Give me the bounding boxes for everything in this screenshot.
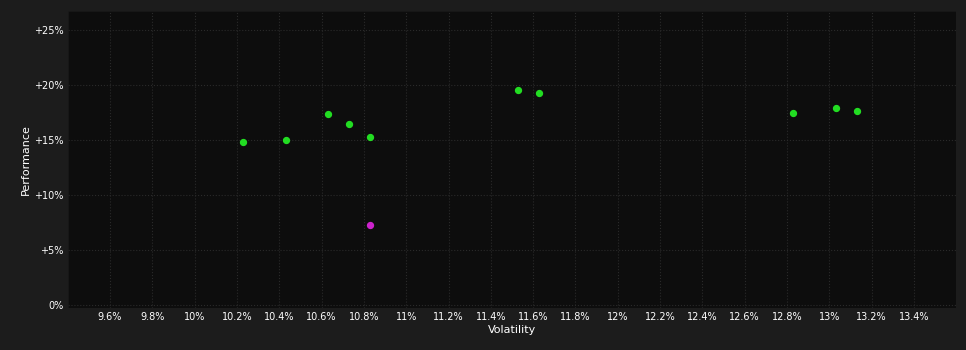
Point (278, 137, 294, 143)
Point (236, 139, 251, 145)
Point (341, 121, 356, 126)
Point (320, 111, 335, 117)
X-axis label: Volatility: Volatility (488, 325, 536, 335)
Point (511, 87, 526, 92)
Point (849, 109, 865, 114)
Y-axis label: Performance: Performance (21, 124, 31, 195)
Point (828, 105, 843, 111)
Point (362, 222, 378, 228)
Point (785, 110, 801, 116)
Point (362, 134, 378, 140)
Point (531, 90, 547, 96)
